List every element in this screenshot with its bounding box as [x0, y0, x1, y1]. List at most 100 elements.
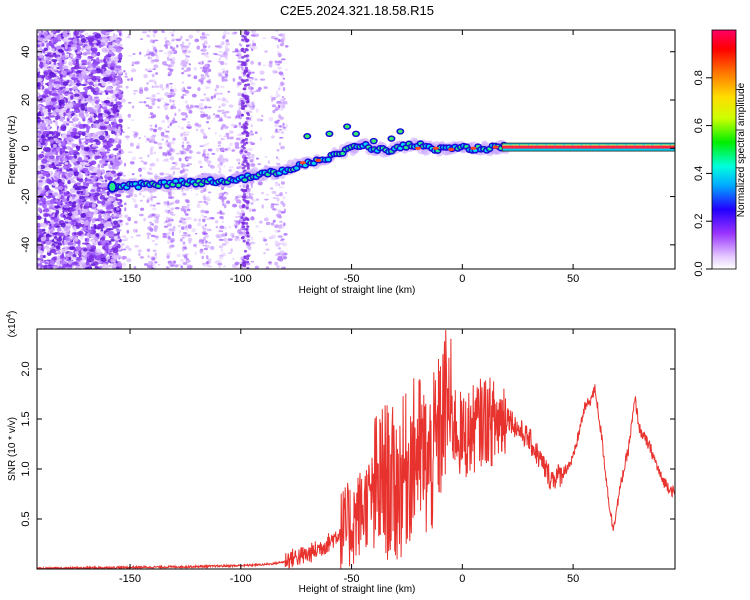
heatmap-cell [159, 84, 164, 89]
heatmap-cell [91, 217, 96, 223]
heatmap-cell [241, 261, 245, 265]
colorbar-tick-label: 0.8 [693, 70, 705, 85]
heatmap-cell [274, 108, 279, 111]
heatmap-cell [181, 41, 185, 46]
heatmap-cell [250, 82, 255, 86]
heatmap-cell [41, 158, 48, 164]
heatmap-cell [84, 32, 89, 36]
heatmap-cell [166, 255, 170, 259]
heatmap-cell [127, 113, 132, 118]
ridge-blob-core [242, 178, 247, 182]
heatmap-cell [104, 38, 109, 41]
heatmap-cell [245, 184, 250, 188]
heatmap-cell [175, 199, 180, 204]
heatmap-cell [107, 203, 111, 210]
heatmap-cell [47, 112, 53, 115]
heatmap-cell [206, 160, 212, 164]
heatmap-cell [179, 238, 183, 242]
heatmap-cell [275, 128, 278, 132]
heatmap-cell [170, 60, 175, 65]
heatmap-cell [199, 145, 205, 148]
heatmap-cell [58, 127, 61, 133]
heatmap-cell [146, 232, 152, 236]
heatmap-cell [157, 263, 161, 266]
heatmap-cell [242, 127, 247, 130]
heatmap-cell [252, 42, 257, 47]
heatmap-cell [74, 117, 78, 122]
heatmap-cell [65, 97, 69, 104]
heatmap-cell [79, 195, 86, 200]
heatmap-cell [223, 78, 228, 82]
heatmap-cell [66, 196, 70, 202]
snr-x-tick-label: -50 [344, 573, 360, 585]
heatmap-cell [154, 53, 158, 56]
heatmap-cell [143, 100, 147, 104]
heatmap-cell [188, 42, 191, 46]
ridge-band-highlight [590, 144, 599, 146]
heatmap-cell [170, 174, 174, 177]
snr-x-tick-label: -100 [230, 573, 252, 585]
heatmap-cell [39, 254, 44, 260]
heatmap-cell [228, 169, 232, 172]
heatmap-cell [147, 261, 154, 266]
heatmap-cell [181, 190, 184, 193]
heatmap-cell [236, 158, 241, 162]
heatmap-cell [42, 228, 46, 232]
heatmap-cell [185, 141, 190, 145]
heatmap-cell [282, 202, 286, 208]
heatmap-cell [260, 115, 264, 117]
heatmap-cell [220, 248, 224, 253]
heatmap-cell [221, 216, 224, 220]
heatmap-cell [81, 221, 86, 224]
heatmap-cell [143, 86, 149, 92]
heatmap-cell [202, 218, 206, 221]
heatmap-cell [50, 221, 55, 225]
snr-x-tick-label: 0 [459, 573, 465, 585]
heatmap-cell [206, 255, 209, 260]
heatmap-cell [181, 205, 187, 208]
heatmap-cell [48, 91, 52, 96]
heatmap-cell [202, 252, 206, 255]
heatmap-cell [246, 201, 250, 205]
heatmap-cell [241, 38, 245, 42]
heatmap-cell [259, 136, 263, 142]
heatmap-cell [56, 227, 62, 232]
heatmap-cell [60, 230, 67, 234]
heatmap-cell [103, 222, 109, 227]
heatmap-cell [47, 190, 54, 194]
heatmap-cell [283, 97, 286, 100]
heatmap-cell [180, 259, 185, 262]
heatmap-cell [101, 64, 105, 69]
heatmap-cell [188, 63, 192, 66]
heatmap-cell [88, 73, 93, 78]
heatmap-cell [46, 233, 50, 236]
heatmap-cell [164, 63, 169, 66]
heatmap-cell [40, 197, 47, 202]
heatmap-cell [263, 252, 266, 255]
heatmap-cell [46, 42, 49, 48]
heatmap-cell [122, 255, 128, 260]
heatmap-cell [44, 184, 50, 191]
heatmap-cell [92, 183, 97, 187]
heatmap-cell [180, 265, 184, 269]
heatmap-cell [211, 152, 216, 155]
heatmap-cell [200, 209, 205, 214]
heatmap-cell [55, 139, 62, 144]
heatmap-cell [101, 199, 106, 206]
ridge-band-highlight [617, 144, 626, 146]
heatmap-cell [50, 97, 57, 102]
heatmap-cell [39, 45, 43, 52]
heatmap-cell [115, 102, 121, 105]
heatmap-cell [65, 225, 71, 229]
heatmap-cell [260, 118, 264, 122]
heatmap-cell [104, 251, 108, 257]
heatmap-cell [183, 208, 187, 213]
heatmap-cell [250, 260, 255, 263]
heatmap-cell [245, 44, 250, 48]
heatmap-cell [249, 105, 252, 108]
heatmap-cell [65, 44, 68, 50]
heatmap-cell [237, 55, 241, 60]
heatmap-cell [108, 244, 113, 250]
heatmap-cell [204, 224, 207, 227]
ridge-band-highlight [643, 144, 652, 146]
